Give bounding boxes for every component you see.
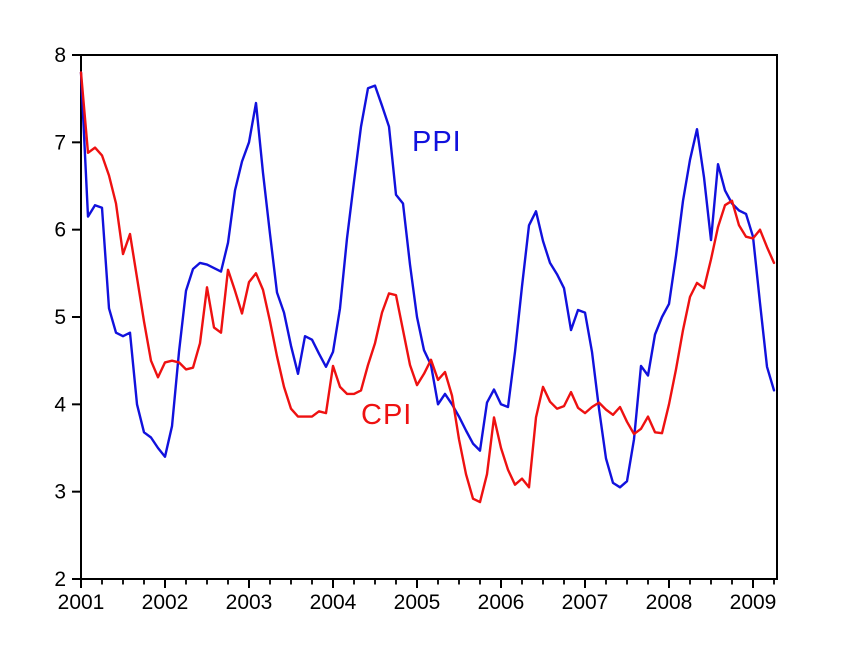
y-tick-label: 3 (54, 481, 66, 504)
y-tick-label: 7 (54, 131, 66, 154)
x-tick-label: 2005 (394, 591, 441, 614)
y-tick-label: 2 (54, 568, 66, 591)
y-tick-label: 6 (54, 219, 66, 242)
y-tick-label: 5 (54, 306, 66, 329)
x-tick-label: 2001 (58, 591, 105, 614)
x-tick-label: 2004 (310, 591, 357, 614)
axis-ticks (72, 54, 775, 588)
ppi-line (79, 71, 776, 489)
x-tick-label: 2003 (226, 591, 273, 614)
x-tick-label: 2008 (646, 591, 693, 614)
series-label-ppi: PPI (412, 126, 462, 158)
y-tick-label: 8 (54, 44, 66, 67)
cpi-line (79, 71, 776, 504)
x-tick-label: 2007 (562, 591, 609, 614)
x-tick-label: 2002 (142, 591, 189, 614)
y-tick-label: 4 (54, 393, 66, 416)
x-tick-label: 2009 (730, 591, 777, 614)
series-label-cpi: CPI (361, 399, 413, 431)
x-tick-label: 2006 (478, 591, 525, 614)
